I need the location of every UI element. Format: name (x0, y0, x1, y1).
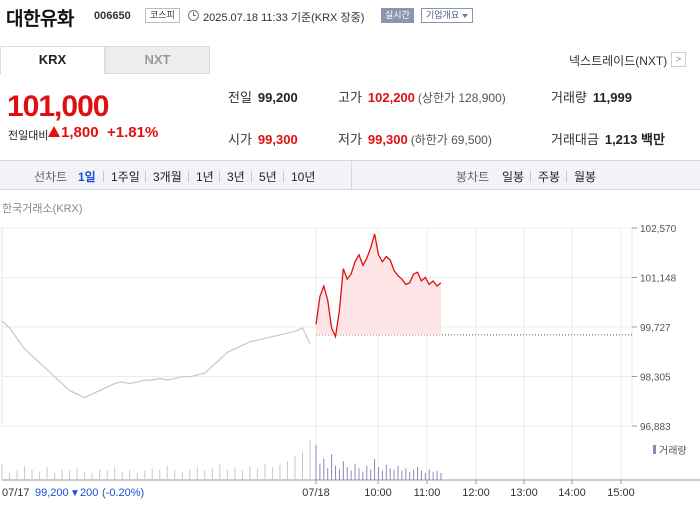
period-1d[interactable]: 1일 (78, 170, 96, 184)
today-area-fill (316, 233, 441, 337)
divider (188, 171, 189, 182)
candle-weekly[interactable]: 주봉 (538, 170, 561, 184)
y-tick-label: 99,727 (640, 323, 671, 334)
stat-label: 저가 (338, 132, 362, 147)
divider (566, 171, 567, 182)
prev-day-close: 99,200 (35, 487, 69, 499)
stat-label: 거래량 (551, 90, 587, 105)
period-1y[interactable]: 1년 (196, 170, 214, 184)
clock-icon (188, 10, 199, 21)
stat-unit: 백만 (641, 132, 665, 147)
prev-day-change-pct: (-0.20%) (102, 487, 144, 499)
x-tick-label: 10:00 (364, 487, 392, 499)
price-block: 101,000 전일대비 1,800 +1.81% 전일 99,200 고가 102… (0, 74, 700, 160)
timestamp: 2025.07.18 11:33 기준(KRX 장중) (203, 12, 365, 24)
current-price: 101,000 (7, 90, 109, 123)
divider (145, 171, 146, 182)
divider (219, 171, 220, 182)
divider (283, 171, 284, 182)
y-tick-label: 102,570 (640, 224, 677, 235)
today-price-line (315, 233, 442, 339)
x-tick-label: 15:00 (607, 487, 635, 499)
x-tick-label: 07/18 (302, 487, 330, 499)
volume-legend-label: 거래량 (659, 445, 687, 457)
stat-label: 거래대금 (551, 132, 599, 147)
chart-subtitle: 한국거래소(KRX) (2, 202, 83, 215)
company-name: 대한유화 (6, 9, 74, 30)
stock-header: 대한유화 006650 코스피 2025.07.18 11:33 기준(KRX … (0, 0, 700, 32)
stat-label: 전일 (228, 90, 252, 105)
company-info-label: 기업개요 (426, 10, 460, 20)
market-badge: 코스피 (145, 8, 180, 23)
company-info-button[interactable]: 기업개요 (421, 8, 474, 23)
candle-monthly[interactable]: 월봉 (574, 170, 597, 184)
divider (530, 171, 531, 182)
period-bar: 선차트 1일 1주일 3개월 1년 3년 5년 10년 봉차트 일봉 주봉 월봉 (0, 160, 700, 190)
y-tick-label: 101,148 (640, 274, 677, 285)
stat-value: 11,999 (592, 90, 632, 105)
period-5y[interactable]: 5년 (259, 170, 277, 184)
stock-code: 006650 (94, 10, 131, 22)
down-triangle-icon: ▼ (70, 488, 80, 499)
stat-high: 고가 102,200 (상한가 128,900) (338, 87, 506, 106)
stat-value: 99,300 (257, 132, 298, 147)
price-chart: 한국거래소(KRX) 102,570 101,148 99,727 98,305 96,… (0, 190, 700, 505)
stat-label: 고가 (338, 90, 362, 105)
stat-value: 1,213 (604, 132, 638, 147)
tab-krx[interactable]: KRX (0, 46, 105, 74)
stat-limit: (상한가 128,900) (417, 91, 506, 105)
compare-label: 전일대비 (8, 130, 49, 142)
chevron-right-icon[interactable]: > (671, 52, 686, 67)
up-triangle-icon (48, 126, 60, 137)
x-tick-label: 13:00 (510, 487, 538, 499)
stat-value: 99,300 (367, 132, 408, 147)
stat-value: 99,200 (257, 90, 298, 105)
exchange-tabs: KRX NXT (0, 46, 210, 74)
period-1w[interactable]: 1주일 (111, 170, 140, 184)
prev-day-line (1, 320, 311, 399)
stat-open: 시가 99,300 (228, 129, 298, 148)
chevron-down-icon (462, 13, 469, 18)
prev-day-date: 07/17 (2, 487, 30, 499)
x-tick-label: 11:00 (414, 487, 441, 499)
stat-label: 시가 (228, 132, 252, 147)
divider (103, 171, 104, 182)
stat-volume: 거래량 11,999 (551, 87, 632, 106)
prev-day-change: 200 (80, 487, 98, 499)
candle-chart-label: 봉차트 (456, 170, 490, 184)
period-3y[interactable]: 3년 (227, 170, 245, 184)
nxt-link[interactable]: 넥스트레이드(NXT) (569, 54, 668, 68)
price-change: 1,800 (61, 124, 99, 141)
x-tick-label: 14:00 (558, 487, 586, 499)
realtime-badge: 실시간 (381, 8, 414, 23)
price-chart-svg: 한국거래소(KRX) 102,570 101,148 99,727 98,305 96,… (1, 202, 700, 499)
line-chart-label: 선차트 (34, 170, 68, 184)
stat-value: 102,200 (367, 90, 415, 105)
period-separator (351, 161, 352, 190)
volume-legend-swatch (653, 445, 656, 454)
price-change-pct: +1.81% (107, 124, 159, 141)
y-tick-label: 98,305 (640, 372, 671, 383)
stat-prev-close: 전일 99,200 (228, 87, 298, 106)
x-tick-label: 12:00 (462, 487, 490, 499)
period-10y[interactable]: 10년 (291, 170, 316, 184)
divider (251, 171, 252, 182)
y-tick-label: 96,883 (640, 422, 671, 433)
stat-limit: (하한가 69,500) (410, 133, 492, 147)
tab-nxt[interactable]: NXT (105, 46, 210, 74)
candle-daily[interactable]: 일봉 (502, 170, 525, 184)
period-3m[interactable]: 3개월 (153, 170, 182, 184)
stat-amount: 거래대금 1,213 백만 (551, 129, 665, 148)
stat-low: 저가 99,300 (하한가 69,500) (338, 129, 492, 148)
